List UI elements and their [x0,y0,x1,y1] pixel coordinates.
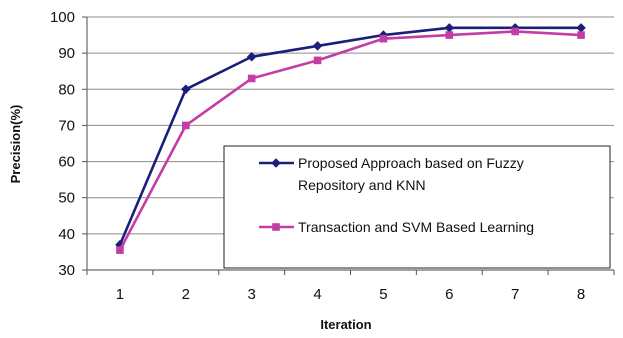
y-axis-title: Precision(%) [8,105,23,184]
y-tick-label: 60 [58,154,75,171]
legend-label: Repository and KNN [298,177,426,193]
y-tick-label: 50 [58,190,75,207]
y-tick-label: 100 [50,9,75,26]
y-tick-label: 80 [58,81,75,98]
x-axis-title: Iteration [320,317,371,332]
legend-label: Proposed Approach based on Fuzzy [298,155,524,171]
data-point [444,23,455,33]
legend-swatch-marker [271,158,281,168]
y-tick-label: 40 [58,226,75,243]
series [115,23,586,254]
legend-item: Transaction and SVM Based Learning [259,219,534,235]
x-tick-label: 6 [445,286,453,303]
data-point [577,31,585,39]
x-tick-label: 2 [182,286,190,303]
x-tick-label: 8 [577,286,585,303]
y-tick-label: 30 [58,262,75,279]
legend-item: Proposed Approach based on Fuzzy Reposito… [259,155,524,193]
series-line [118,26,582,246]
data-point [379,34,388,43]
axes [82,16,615,275]
data-point [247,74,256,83]
data-point [576,23,586,33]
data-point [445,31,454,39]
data-point [182,121,190,130]
legend-swatch-marker [272,223,280,231]
x-tick-label: 5 [379,286,387,303]
tick-labels: 30 40 50 60 70 80 90 100 1 2 3 4 5 6 7 8 [50,9,585,303]
x-tick-label: 3 [248,286,256,303]
data-point [181,84,191,95]
x-tick-label: 1 [116,286,124,303]
x-tick-label: 4 [313,286,321,303]
y-tick-label: 70 [58,117,75,134]
data-point [312,41,323,51]
data-point [511,27,519,36]
legend: Proposed Approach based on Fuzzy Reposito… [223,145,611,269]
data-point [246,51,257,62]
legend-box [223,145,611,269]
y-tick-label: 90 [58,45,75,62]
series-line [118,30,582,251]
x-tick-label: 7 [511,286,519,303]
data-point [313,56,322,65]
legend-label: Transaction and SVM Based Learning [298,219,534,235]
series-2 [116,27,585,254]
data-point [116,246,124,254]
